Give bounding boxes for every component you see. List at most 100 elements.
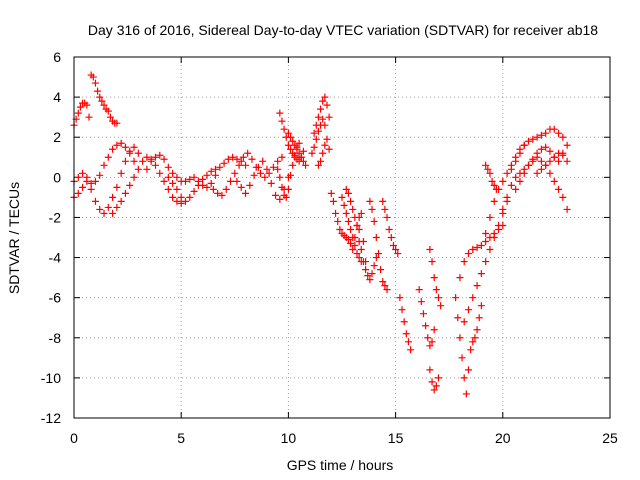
data-point (267, 179, 275, 187)
series-arc-night-3 (460, 197, 511, 326)
y-tick-label: 4 (53, 89, 61, 105)
data-point (282, 193, 290, 201)
data-point (113, 203, 121, 211)
data-point (278, 117, 286, 125)
data-point (394, 250, 402, 258)
data-point (359, 258, 367, 266)
data-point (387, 234, 395, 241)
data-point (85, 113, 93, 121)
data-point (398, 306, 406, 314)
data-point (207, 167, 215, 175)
data-point (473, 244, 481, 252)
data-point (151, 161, 159, 169)
data-point (385, 225, 393, 233)
data-point (83, 173, 91, 181)
data-point (274, 165, 282, 173)
data-point (332, 209, 340, 217)
data-point (121, 157, 129, 165)
series-arc-evening-1 (396, 294, 415, 354)
data-point (308, 149, 316, 157)
data-point (160, 155, 168, 163)
data-point (319, 149, 327, 157)
data-point (321, 93, 329, 101)
y-tick-label: 0 (53, 169, 61, 185)
data-point (507, 165, 515, 173)
data-point (340, 201, 348, 209)
series-arc-afternoon-5 (355, 238, 380, 284)
data-point (91, 197, 99, 205)
data-point (177, 193, 185, 201)
data-point (98, 97, 106, 105)
x-tick-label: 10 (281, 430, 297, 446)
data-point (349, 234, 357, 241)
data-point (327, 189, 335, 197)
data-point (104, 203, 112, 211)
data-point (389, 242, 397, 250)
data-point (366, 197, 374, 205)
data-point (96, 171, 104, 179)
data-point (334, 217, 342, 225)
series-arc-late-morning-3 (284, 129, 310, 169)
series-arc-morning-1 (143, 151, 220, 191)
data-point (295, 139, 303, 147)
data-point (323, 101, 331, 109)
data-point (462, 390, 470, 398)
data-point (512, 173, 520, 181)
data-point (486, 246, 494, 254)
data-point (177, 199, 185, 207)
data-point (287, 133, 295, 141)
data-point (280, 125, 288, 133)
data-point (490, 181, 498, 189)
series-arc-noon-2 (308, 115, 329, 157)
data-point (454, 314, 462, 322)
y-tick-label: -10 (41, 370, 61, 386)
series-arc-noon-1 (310, 93, 333, 137)
data-point (512, 185, 520, 193)
data-point (344, 189, 352, 197)
data-point (299, 157, 307, 165)
chart-title: Day 316 of 2016, Sidereal Day-to-day VTE… (88, 22, 598, 38)
data-point (117, 139, 125, 147)
data-point (261, 173, 269, 181)
data-point (469, 246, 477, 254)
data-point (344, 217, 352, 225)
data-point (203, 183, 211, 191)
data-point (342, 185, 350, 193)
data-point (314, 161, 322, 169)
data-point (278, 153, 286, 161)
data-point (364, 272, 372, 280)
data-point (546, 157, 554, 165)
data-point (297, 153, 305, 161)
data-point (473, 326, 481, 334)
data-point (164, 185, 172, 193)
plot-frame (73, 56, 611, 419)
x-tick-labels: 0 5 10 15 20 25 (70, 430, 618, 446)
data-point (495, 221, 503, 229)
data-point (284, 129, 292, 137)
y-tick-labels: -12 -10 -8 -6 -4 -2 0 2 4 6 (41, 49, 61, 426)
data-point (74, 173, 82, 181)
data-point (317, 157, 325, 165)
data-point (257, 169, 265, 177)
data-point (276, 109, 284, 117)
data-point (559, 151, 567, 159)
data-point (143, 153, 151, 161)
series-arc-evening-2 (415, 286, 438, 350)
data-point (525, 161, 533, 169)
data-point (559, 193, 567, 201)
data-point (203, 171, 211, 179)
series-arc-afternoon-4 (366, 197, 391, 294)
data-point (121, 189, 129, 197)
data-point (357, 246, 365, 254)
data-point (503, 169, 511, 177)
series-arc-noon-3 (314, 135, 333, 169)
data-point (355, 225, 363, 233)
data-point (372, 234, 380, 241)
data-point (430, 274, 438, 282)
data-point (400, 318, 408, 326)
data-point (426, 342, 434, 350)
data-point (555, 129, 563, 137)
data-point (469, 338, 477, 346)
data-point (173, 197, 181, 205)
data-point (477, 242, 485, 250)
